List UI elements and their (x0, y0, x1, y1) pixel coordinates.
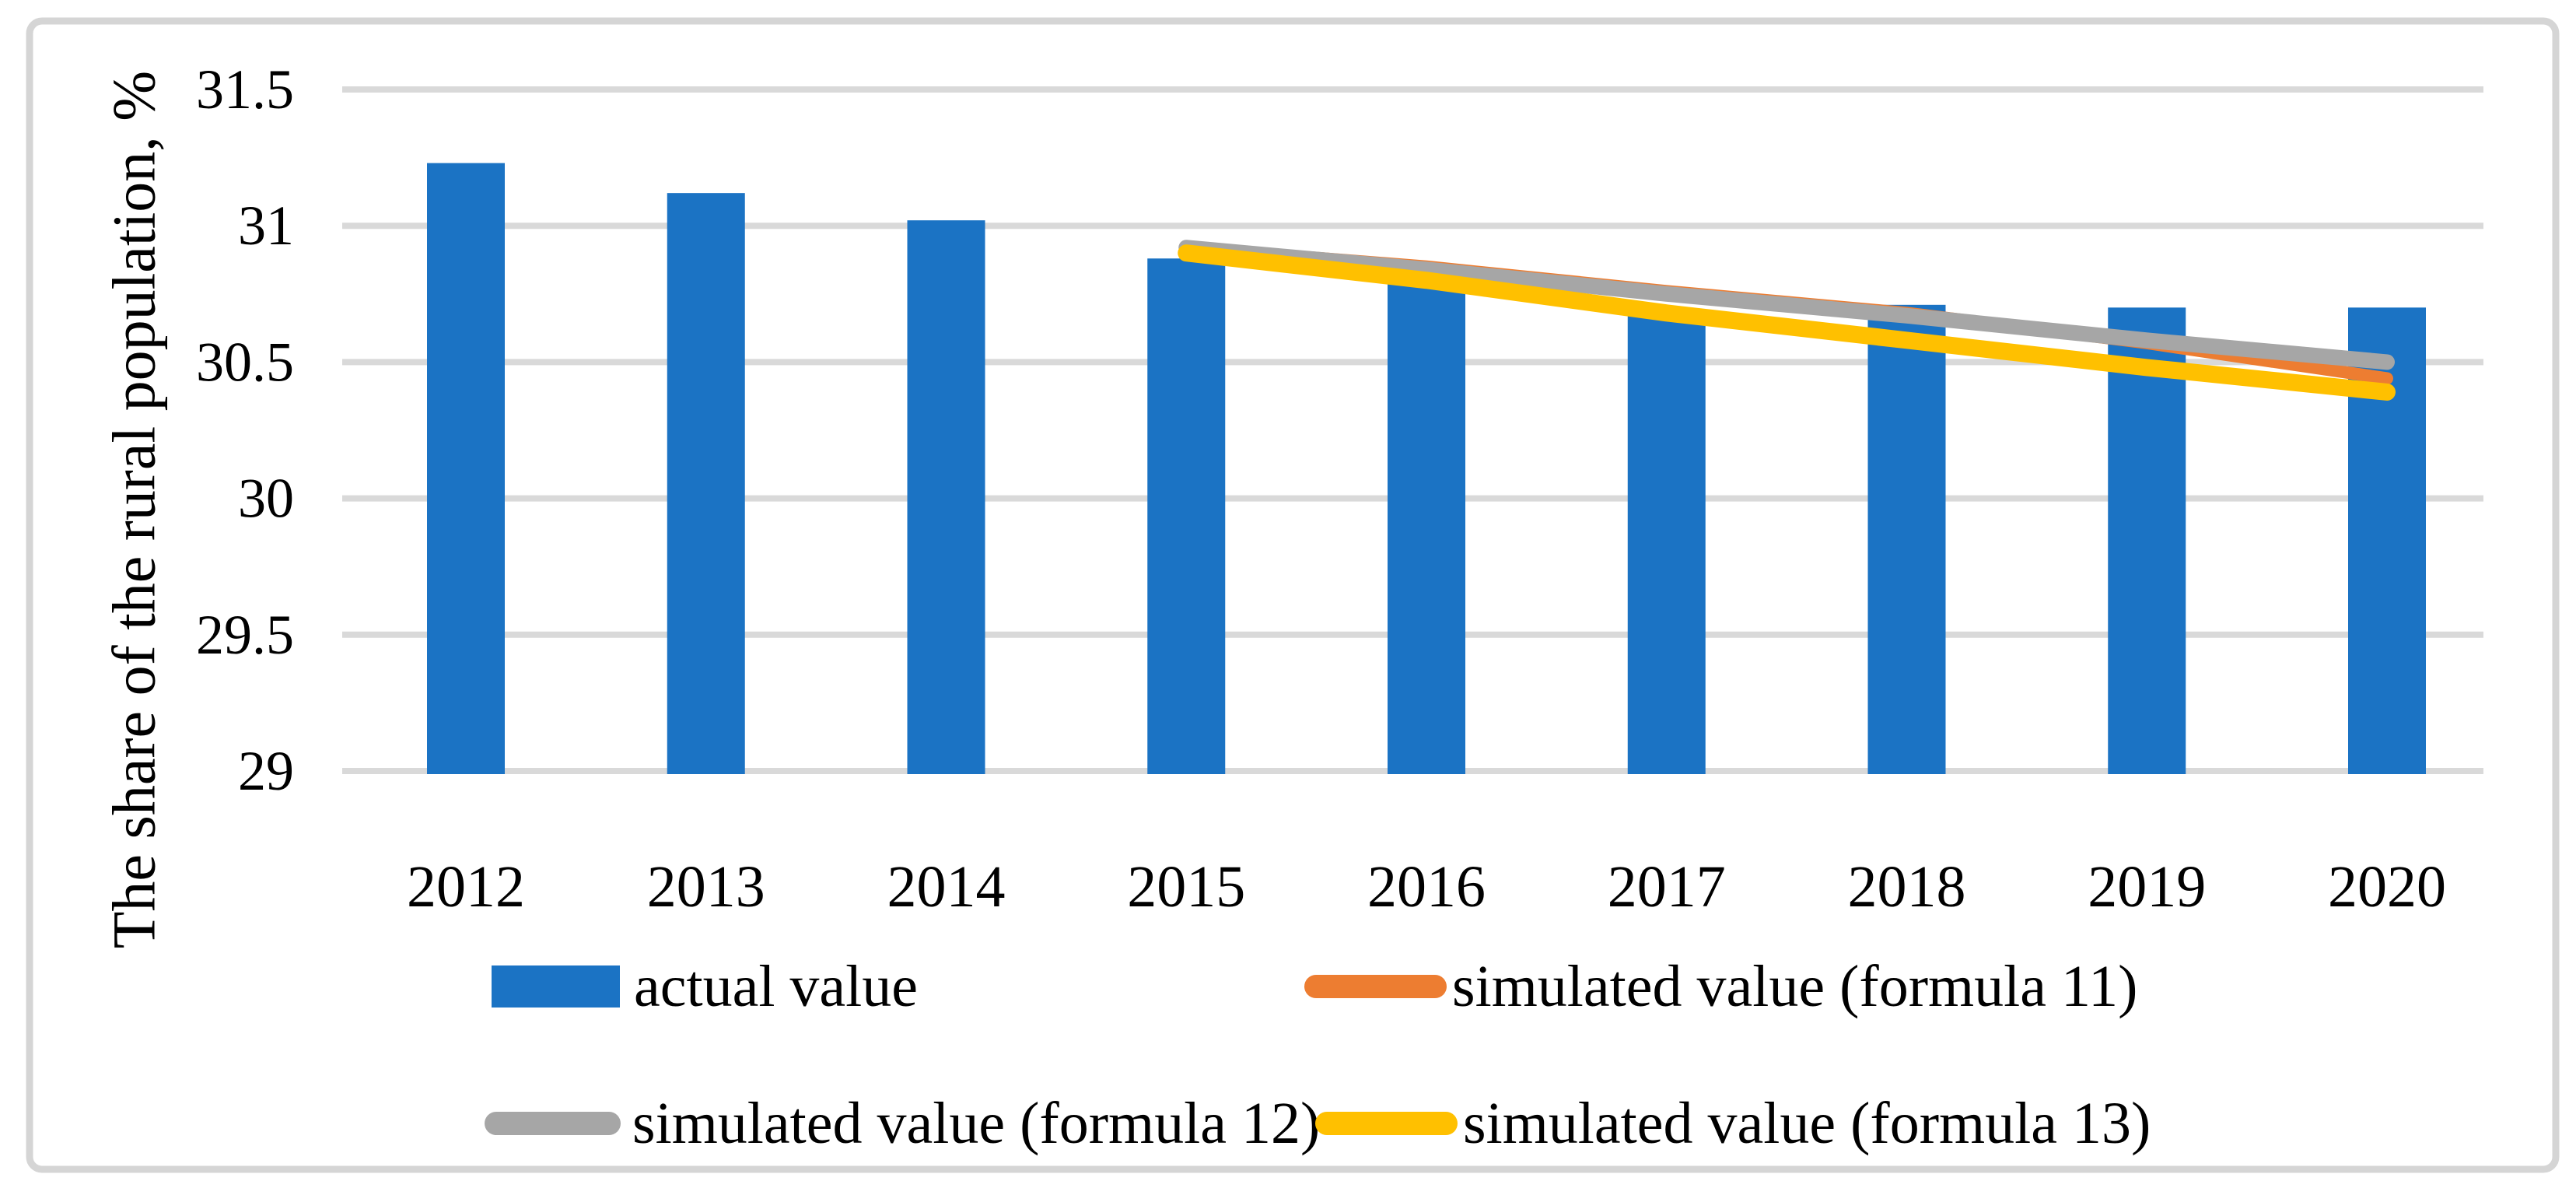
y-tick-label-30: 30 (238, 468, 294, 530)
x-axis-label-2018: 2018 (1848, 854, 1966, 920)
x-axis-label-2020: 2020 (2328, 854, 2446, 920)
legend-label-simulated-value-formula-12-: simulated value (formula 12) (632, 1091, 1320, 1156)
y-axis-title: The share of the rural population, % (100, 71, 168, 948)
bar-2015 (1147, 258, 1226, 774)
bar-2012 (427, 163, 505, 774)
legend-label-simulated-value-formula-13-: simulated value (formula 13) (1463, 1091, 2151, 1156)
y-tick-labels-group: 31.5 31 30.5 30 29.5 29 (196, 58, 294, 802)
x-axis-labels-group: 2012 2013 2014 2015 2016 2017 2018 2019 2020 (407, 854, 2446, 920)
y-tick-label-31.5: 31.5 (196, 58, 294, 121)
x-axis-label-2015: 2015 (1127, 854, 1245, 920)
y-tick-label-30.5: 30.5 (196, 331, 294, 393)
bar-2014 (907, 220, 985, 774)
bars-group (427, 163, 2426, 775)
bar-2017 (1627, 310, 1706, 775)
y-tick-label-31: 31 (238, 194, 294, 257)
x-axis-label-2013: 2013 (647, 854, 765, 920)
lines-group (1178, 240, 2396, 401)
bar-2019 (2108, 307, 2186, 774)
legend: actual value simulated value (formula 11)… (485, 954, 2151, 1156)
x-axis-label-2014: 2014 (887, 854, 1006, 920)
x-axis-label-2019: 2019 (2088, 854, 2206, 920)
bar-2018 (1867, 304, 1946, 774)
y-tick-label-29: 29 (238, 740, 294, 802)
x-axis-label-2017: 2017 (1608, 854, 1726, 920)
legend-label-simulated-value-formula-11-: simulated value (formula 11) (1452, 954, 2137, 1019)
x-axis-label-2012: 2012 (407, 854, 525, 920)
line-simulated-value-formula-12- (1178, 240, 2395, 370)
y-tick-label-29.5: 29.5 (196, 604, 294, 666)
figure-border-group (26, 17, 2560, 1173)
x-axis-label-2016: 2016 (1367, 854, 1486, 920)
figure-border (26, 17, 2560, 1173)
bar-2016 (1388, 282, 1465, 774)
legend-swatch-actual-value (492, 965, 620, 1008)
y-axis-title-group: The share of the rural population, % (100, 71, 168, 948)
line-simulated-value-formula-13- (1178, 244, 2396, 401)
bar-2013 (667, 193, 745, 775)
legend-label-actual-value: actual value (634, 954, 918, 1019)
